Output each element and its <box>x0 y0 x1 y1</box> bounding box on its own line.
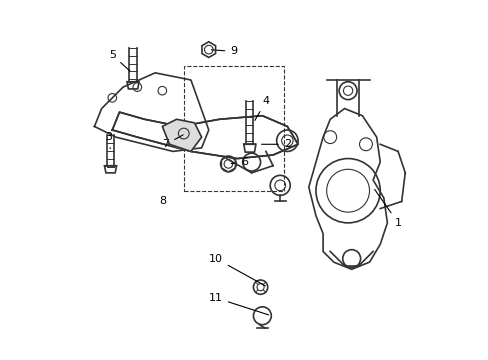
Text: 3: 3 <box>105 132 112 149</box>
Bar <box>183 66 283 191</box>
Text: 6: 6 <box>231 157 247 167</box>
Text: 9: 9 <box>211 46 237 57</box>
Text: 5: 5 <box>109 50 130 71</box>
Text: 10: 10 <box>208 253 265 286</box>
Text: 2: 2 <box>261 139 290 149</box>
Text: 11: 11 <box>208 293 268 315</box>
Polygon shape <box>94 73 208 152</box>
Text: 1: 1 <box>374 189 401 228</box>
Polygon shape <box>112 112 298 158</box>
Text: 8: 8 <box>159 197 165 206</box>
Text: 7: 7 <box>162 135 183 149</box>
Polygon shape <box>162 119 201 152</box>
Text: 4: 4 <box>254 96 269 121</box>
